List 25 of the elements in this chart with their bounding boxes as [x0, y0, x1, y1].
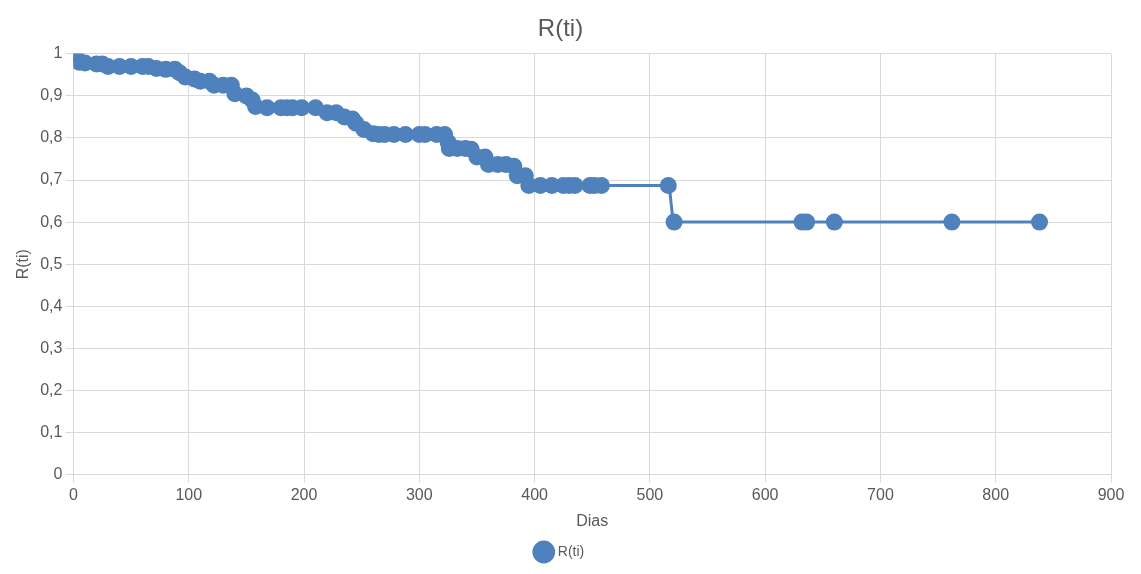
y-tick-label: 0,5: [40, 254, 63, 272]
x-tick-label: 900: [1097, 485, 1125, 503]
x-tick-label: 400: [521, 485, 549, 503]
x-axis-title: Dias: [576, 511, 609, 529]
x-tick-label: 0: [68, 485, 78, 503]
y-tick-label: 0,8: [40, 128, 63, 146]
x-tick-label: 600: [751, 485, 779, 503]
x-tick-label: 800: [982, 485, 1010, 503]
y-tick-label: 0,7: [40, 170, 63, 188]
x-tick-label: 500: [636, 485, 664, 503]
x-tick-label: 100: [175, 485, 203, 503]
y-axis-title: R(ti): [14, 249, 32, 280]
y-tick-label: 1: [53, 44, 63, 62]
x-tick-label: 700: [867, 485, 894, 503]
y-tick-label: 0,4: [40, 296, 63, 314]
x-tick-label: 200: [290, 485, 318, 503]
y-tick-label: 0: [53, 465, 63, 483]
x-tick-label: 300: [405, 485, 433, 503]
legend-label: R(ti): [557, 542, 585, 559]
y-tick-label: 0,9: [40, 86, 63, 104]
chart-title: R(ti): [537, 14, 584, 42]
y-tick-label: 0,2: [40, 380, 63, 398]
y-tick-label: 0,1: [40, 422, 63, 440]
y-tick-label: 0,6: [40, 212, 63, 230]
y-tick-label: 0,3: [40, 338, 63, 356]
